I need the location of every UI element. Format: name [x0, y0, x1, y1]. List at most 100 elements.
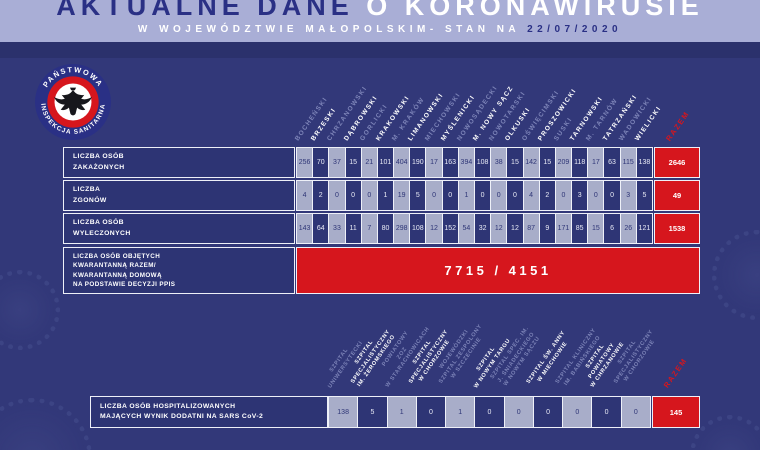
district-value-cell: 0: [506, 180, 524, 211]
district-value-cell: 394: [457, 147, 475, 178]
page-subtitle-text: W WOJEWÓDZTWIE MAŁOPOLSKIM- STAN NA: [137, 24, 528, 35]
eagle-icon: [54, 87, 92, 116]
hospital-value-cell: 5: [357, 396, 388, 428]
page-title-part1: AKTUALNE DANE: [56, 0, 367, 21]
district-value-cell: 5: [409, 180, 427, 211]
district-value-cell: 2: [538, 180, 556, 211]
district-value-cell: 142: [522, 147, 540, 178]
district-value-cell: 21: [360, 147, 378, 178]
district-value-cell: 101: [376, 147, 395, 178]
row-label-zgony: LICZBA ZGONÓW: [63, 180, 295, 211]
district-value-cell: 15: [587, 213, 605, 244]
district-value-cell: 15: [538, 147, 556, 178]
district-value-cell: 1: [376, 180, 395, 211]
district-value-cell: 0: [344, 180, 362, 211]
status-date: 22/07/2020: [527, 24, 623, 35]
district-value-cell: 64: [312, 213, 330, 244]
district-total-header: RAZEM: [664, 108, 692, 143]
district-value-cell: 12: [506, 213, 524, 244]
header-divider: [0, 42, 760, 58]
district-value-cell: 63: [603, 147, 621, 178]
district-total-cell: 2646: [654, 147, 700, 178]
hospital-value-cell: 138: [328, 396, 359, 428]
district-value-cell: 256: [296, 147, 314, 178]
district-value-cell: 15: [344, 147, 362, 178]
district-value-cell: 0: [603, 180, 621, 211]
district-value-cell: 404: [393, 147, 411, 178]
district-value-cell: 70: [312, 147, 330, 178]
page-subtitle: W WOJEWÓDZTWIE MAŁOPOLSKIM- STAN NA 22/0…: [0, 24, 760, 35]
district-value-cell: 152: [441, 213, 459, 244]
district-value-cell: 0: [587, 180, 605, 211]
district-value-cell: 4: [296, 180, 314, 211]
district-value-cell: 17: [425, 147, 443, 178]
district-value-cell: 15: [506, 147, 524, 178]
district-value-cell: 11: [344, 213, 362, 244]
district-value-cell: 209: [554, 147, 573, 178]
panstwowa-inspekcja-sanitarna-logo: PAŃSTWOWA INSPEKCJA SANITARNA: [35, 64, 111, 140]
district-value-cell: 190: [409, 147, 427, 178]
district-value-cell: 6: [603, 213, 621, 244]
virus-decoration-icon: [690, 415, 760, 450]
hospital-total-header: RAZEM: [661, 355, 689, 390]
hospital-total-cell: 145: [652, 396, 700, 428]
quarantine-value-band: 7715 / 4151: [296, 247, 700, 294]
district-value-cell: 0: [425, 180, 443, 211]
district-value-cell: 138: [635, 147, 653, 178]
hospital-value-cell: 0: [562, 396, 593, 428]
district-value-cell: 108: [474, 147, 492, 178]
district-value-cell: 0: [554, 180, 573, 211]
district-value-cell: 32: [474, 213, 492, 244]
district-value-cell: 33: [328, 213, 346, 244]
district-value-cell: 121: [635, 213, 653, 244]
district-value-cell: 4: [522, 180, 540, 211]
district-value-cell: 37: [328, 147, 346, 178]
district-value-cell: 298: [393, 213, 411, 244]
header-band: AKTUALNE DANE O KORONAWIRUSIE W WOJEWÓDZ…: [0, 0, 760, 42]
district-value-cell: 12: [490, 213, 508, 244]
row-label-wyleczeni: LICZBA OSÓB WYLECZONYCH: [63, 213, 295, 244]
district-value-cell: 2: [312, 180, 330, 211]
district-value-cell: 85: [571, 213, 589, 244]
page-title: AKTUALNE DANE O KORONAWIRUSIE: [0, 0, 760, 22]
district-value-cell: 163: [441, 147, 459, 178]
district-total-cell: 49: [654, 180, 700, 211]
hospital-value-cell: 0: [620, 396, 651, 428]
hospital-value-cell: 0: [591, 396, 622, 428]
hospital-value-cell: 1: [386, 396, 417, 428]
district-value-cell: 143: [296, 213, 314, 244]
row-label-zakazeni: LICZBA OSÓB ZAKAŻONYCH: [63, 147, 295, 178]
district-value-cell: 0: [328, 180, 346, 211]
district-value-cell: 5: [635, 180, 653, 211]
hospital-value-cell: 0: [415, 396, 447, 428]
district-value-cell: 171: [554, 213, 573, 244]
district-value-cell: 17: [587, 147, 605, 178]
virus-decoration-icon: [0, 270, 60, 350]
district-value-cell: 7: [360, 213, 378, 244]
district-value-cell: 0: [474, 180, 492, 211]
district-value-cell: 26: [619, 213, 637, 244]
district-value-cell: 115: [619, 147, 637, 178]
district-value-cell: 0: [360, 180, 378, 211]
virus-decoration-icon: [712, 230, 760, 320]
district-value-cell: 54: [457, 213, 475, 244]
district-value-cell: 108: [409, 213, 427, 244]
hospital-value-cell: 0: [503, 396, 534, 428]
district-value-cell: 3: [571, 180, 589, 211]
district-value-cell: 118: [571, 147, 589, 178]
row-label-kwarantanna: LICZBA OSÓB OBJĘTYCH KWARANTANNĄ RAZEM/ …: [63, 247, 295, 294]
district-value-cell: 9: [538, 213, 556, 244]
district-value-cell: 3: [619, 180, 637, 211]
district-value-cell: 0: [441, 180, 459, 211]
page-title-part2: O KORONAWIRUSIE: [366, 0, 704, 21]
row-label-hospitalizowani: LICZBA OSÓB HOSPITALIZOWANYCH MAJĄCYCH W…: [90, 396, 328, 428]
hospital-value-cell: 0: [474, 396, 505, 428]
district-value-cell: 1: [457, 180, 475, 211]
district-value-cell: 80: [376, 213, 395, 244]
district-value-cell: 19: [393, 180, 411, 211]
district-value-cell: 38: [490, 147, 508, 178]
hospital-value-cell: 1: [445, 396, 476, 428]
district-value-cell: 12: [425, 213, 443, 244]
district-value-cell: 0: [490, 180, 508, 211]
